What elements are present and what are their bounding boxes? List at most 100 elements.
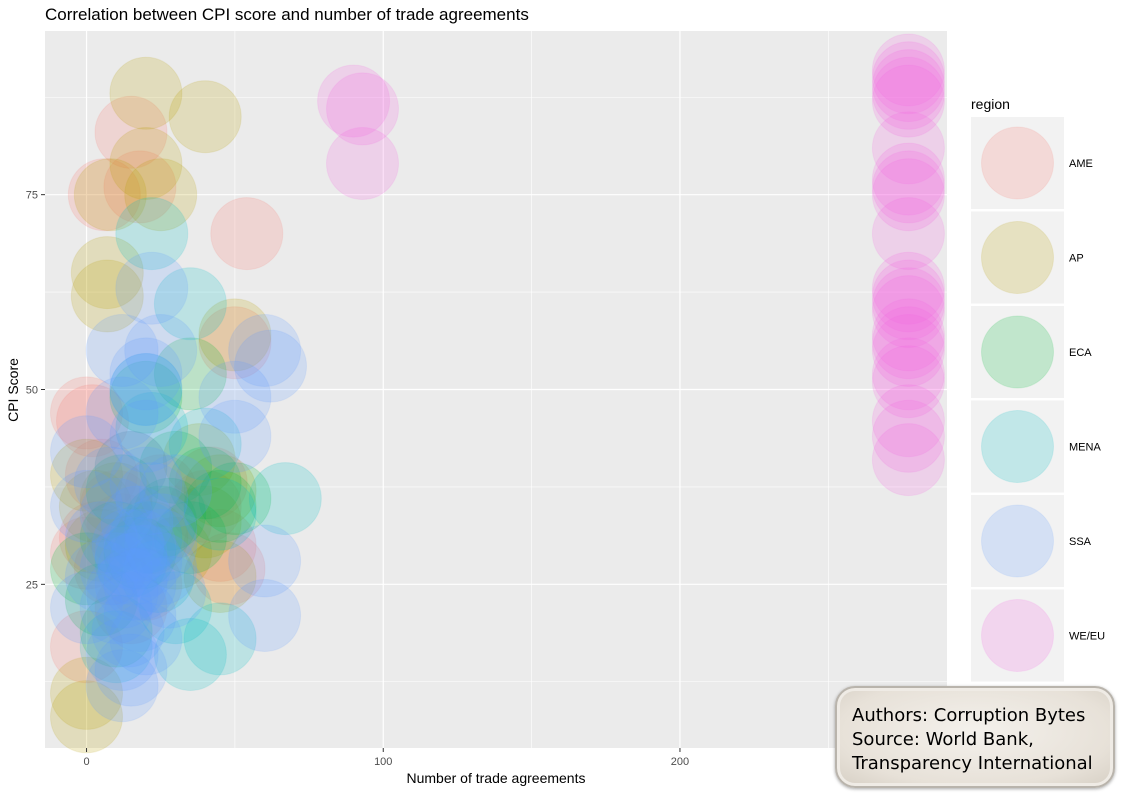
point-we-eu-20 [871, 337, 945, 411]
point-mena-11 [153, 618, 227, 691]
point-ssa-33 [91, 594, 165, 668]
point-we-eu-1 [326, 72, 399, 146]
point-ssa-10 [198, 399, 272, 473]
point-eca-6 [124, 485, 198, 559]
point-ap-6 [70, 259, 144, 333]
attribution-source: Source: World Bank, [852, 729, 1034, 750]
attribution-authors: Authors: Corruption Bytes [852, 705, 1086, 726]
point-we-eu-4 [871, 41, 945, 115]
legend-label-ap: AP [1069, 253, 1084, 265]
point-mena-6 [183, 477, 257, 551]
point-ssa-38 [115, 462, 189, 536]
point-we-eu-13 [871, 251, 945, 325]
point-mena-10 [183, 602, 257, 676]
x-tick-label: 200 [671, 756, 689, 768]
legend-key-ame [971, 117, 1064, 209]
point-eca-2 [139, 430, 213, 504]
point-ssa-36 [94, 633, 168, 707]
point-ssa-22 [109, 524, 183, 598]
point-ap-15 [183, 540, 257, 613]
point-we-eu-18 [871, 306, 945, 380]
point-we-eu-22 [871, 384, 945, 458]
point-ap-12 [183, 454, 257, 528]
x-tick-label: 0 [83, 756, 89, 768]
point-ssa-34 [109, 602, 183, 676]
y-axis-title: CPI Score [5, 358, 21, 422]
chart-title: Correlation between CPI score and number… [45, 5, 529, 24]
legend: AME AP ECA MENA SSA WE/EU [971, 117, 1105, 682]
point-mena-4 [168, 407, 242, 481]
point-ssa-4 [234, 329, 307, 403]
y-tick-label: 75 [26, 190, 38, 202]
legend-swatch-ame [981, 126, 1054, 200]
point-ssa-26 [64, 540, 138, 613]
point-ssa-37 [85, 649, 159, 723]
point-mena-9 [139, 571, 213, 645]
point-ap-18 [115, 501, 189, 575]
point-eca-10 [50, 532, 123, 606]
point-eca-0 [153, 337, 227, 411]
point-we-eu-3 [871, 33, 945, 107]
point-ssa-35 [85, 618, 159, 691]
point-ssa-30 [79, 571, 153, 645]
axis-ticks: 0 100 200 25 50 75 [26, 190, 689, 768]
point-ap-8 [50, 438, 123, 512]
point-ssa-15 [50, 469, 123, 543]
point-ame-3 [210, 197, 284, 271]
point-eca-3 [168, 446, 242, 520]
point-ssa-23 [228, 524, 302, 598]
point-ap-9 [58, 469, 132, 543]
point-ssa-20 [103, 508, 177, 582]
legend-label-ssa: SSA [1069, 536, 1092, 548]
point-eca-9 [103, 516, 177, 590]
legend-key-we-eu [971, 589, 1064, 682]
point-ssa-31 [103, 579, 177, 652]
point-ame-14 [50, 610, 123, 684]
attribution-box: Authors: Corruption Bytes Source: World … [835, 686, 1115, 788]
point-ssa-18 [124, 493, 198, 567]
legend-swatch-eca [981, 315, 1054, 389]
point-ame-5 [56, 384, 129, 458]
point-mena-13 [121, 540, 195, 613]
point-eca-8 [153, 501, 227, 575]
point-ame-13 [73, 532, 147, 606]
point-we-eu-21 [871, 345, 945, 419]
point-ap-2 [109, 127, 183, 200]
attribution-source-continued: Transparency International [852, 753, 1093, 774]
point-ssa-29 [50, 571, 123, 645]
point-ssa-8 [85, 376, 159, 450]
point-ssa-32 [228, 579, 302, 652]
legend-label-we-eu: WE/EU [1069, 631, 1105, 643]
point-ssa-5 [109, 337, 183, 411]
point-eca-1 [109, 360, 183, 434]
point-ame-9 [85, 493, 159, 567]
point-ame-19 [139, 485, 213, 559]
legend-key-ssa [971, 495, 1064, 587]
point-ssa-0 [115, 251, 189, 325]
point-we-eu-11 [871, 158, 945, 232]
point-ssa-12 [94, 430, 168, 504]
point-we-eu-16 [871, 275, 945, 349]
point-mena-1 [153, 267, 227, 341]
x-tick-label: 100 [374, 756, 392, 768]
point-eca-13 [133, 477, 207, 551]
point-ssa-42 [103, 547, 177, 621]
data-points [50, 33, 945, 754]
point-ap-13 [168, 485, 242, 559]
point-ap-7 [198, 298, 272, 372]
point-ap-14 [64, 508, 138, 582]
point-eca-5 [198, 462, 272, 536]
point-we-eu-5 [871, 49, 945, 123]
point-ame-15 [109, 547, 183, 621]
point-ssa-1 [85, 314, 159, 387]
point-ap-5 [70, 236, 144, 310]
point-ap-3 [73, 158, 147, 232]
point-we-eu-7 [871, 64, 945, 138]
point-eca-4 [183, 469, 257, 543]
point-ap-16 [50, 656, 123, 730]
point-ap-20 [94, 430, 168, 504]
point-ame-17 [192, 532, 266, 606]
point-ame-21 [58, 501, 132, 575]
point-ssa-40 [91, 508, 165, 582]
